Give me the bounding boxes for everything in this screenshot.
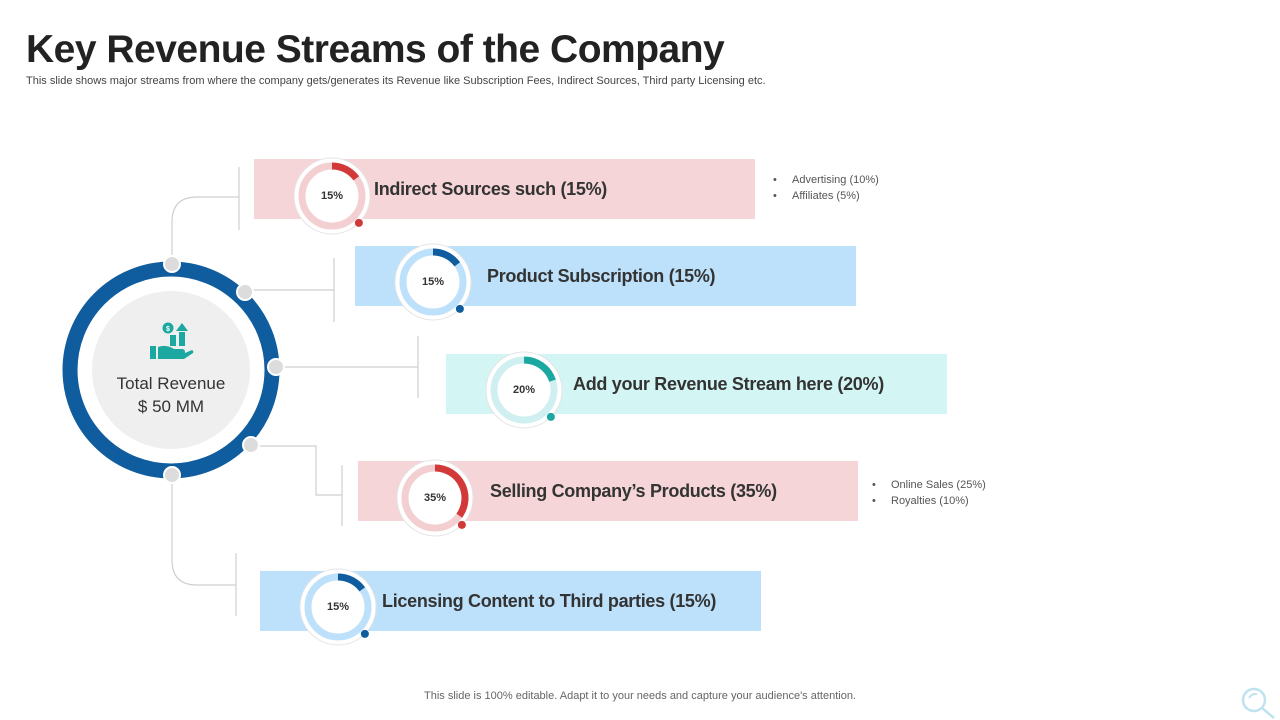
donut-percent: 20% xyxy=(512,384,536,396)
donut-value-arc xyxy=(432,248,461,267)
sub-list-selling-products: Online Sales (25%) Royalties (10%) xyxy=(872,477,986,509)
stream-label: Add your Revenue Stream here (20%) xyxy=(573,373,884,394)
donut-indirect-sources: 15% xyxy=(292,156,372,236)
footer-note: This slide is 100% editable. Adapt it to… xyxy=(424,690,856,702)
hub-node-3 xyxy=(267,358,285,376)
page-subtitle: This slide shows major streams from wher… xyxy=(26,75,766,87)
total-revenue-label: Total Revenue xyxy=(116,374,226,393)
stream-label: Selling Company’s Products (35%) xyxy=(490,480,777,501)
hub-node-4 xyxy=(242,436,260,454)
total-revenue-value: $ 50 MM xyxy=(137,397,205,416)
donut-marker-dot xyxy=(457,520,466,529)
donut-product-subscription: 15% xyxy=(393,242,473,322)
search-icon xyxy=(1241,687,1275,719)
donut-licensing-content: 15% xyxy=(298,567,378,647)
money-growth-hand-icon: $ xyxy=(150,322,194,359)
stream-label: Indirect Sources such (15%) xyxy=(374,178,607,199)
stream-label: Product Subscription (15%) xyxy=(487,265,716,286)
donut-marker-dot xyxy=(455,304,464,313)
hub-node-2 xyxy=(236,283,254,301)
list-item: Affiliates (5%) xyxy=(773,188,879,204)
hub-node-5 xyxy=(163,466,181,484)
donut-selling-products: 35% xyxy=(395,458,475,538)
donut-percent: 35% xyxy=(423,492,447,504)
donut-value-arc xyxy=(331,162,360,181)
list-item: Royalties (10%) xyxy=(872,493,986,509)
donut-value-arc xyxy=(337,573,366,592)
sub-list-indirect-sources: Advertising (10%) Affiliates (5%) xyxy=(773,172,879,204)
svg-text:$: $ xyxy=(166,326,170,333)
stream-label: Licensing Content to Third parties (15%) xyxy=(382,590,717,611)
donut-marker-dot xyxy=(546,412,555,421)
list-item: Advertising (10%) xyxy=(773,172,879,188)
donut-percent: 15% xyxy=(421,276,445,288)
donut-add-revenue-stream: 20% xyxy=(484,350,564,430)
page-title: Key Revenue Streams of the Company xyxy=(26,28,725,71)
list-item: Online Sales (25%) xyxy=(872,477,986,493)
hub-node-1 xyxy=(163,255,181,273)
donut-value-arc xyxy=(523,356,556,383)
donut-percent: 15% xyxy=(326,601,350,613)
donut-marker-dot xyxy=(354,218,363,227)
donut-value-arc xyxy=(434,464,469,518)
total-revenue-hub: $ Total Revenue $ 50 MM xyxy=(92,291,250,449)
donut-percent: 15% xyxy=(320,190,344,202)
donut-marker-dot xyxy=(360,629,369,638)
